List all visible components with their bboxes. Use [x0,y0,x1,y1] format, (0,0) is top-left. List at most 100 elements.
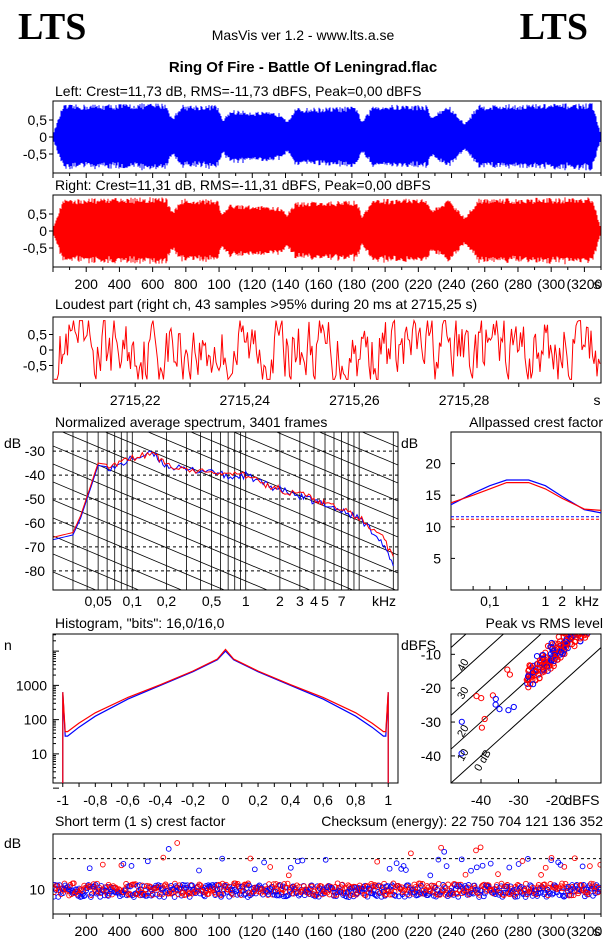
crest-frame [450,431,602,591]
short-crest-point [388,888,394,895]
short-crest-point [535,890,542,897]
short-crest-point [120,860,127,867]
x-tick-label: -20 [546,792,566,808]
short-crest-point [580,882,587,888]
short-crest-point [597,861,601,868]
y-tick-label: 0 [39,223,47,239]
pvr-point [562,634,569,637]
x-tick-label: 1 [242,593,250,609]
pvr-point [549,641,556,648]
short-crest-point [445,881,451,888]
short-crest-point [560,885,566,892]
pvr-point [478,695,485,702]
pvr-point [496,706,503,713]
slope-line [318,432,398,466]
short-crest-point [454,883,460,889]
pvr-point [458,750,465,757]
x-tick-label: 2715,26 [329,392,380,408]
y-tick-label: -80 [25,563,45,579]
x-tick-label: (240 [438,923,466,939]
pvr-point [489,692,496,699]
short-crest-point [561,863,568,870]
y-axis-label: dB [401,435,418,451]
x-tick-label: 0,2 [248,792,268,808]
short-crest-point [322,856,329,863]
y-tick-label: -70 [25,539,45,555]
x-tick-label: (160 [305,276,333,292]
short-crest-point [534,893,541,899]
pvr-point [551,655,559,662]
y-tick-label: -50 [25,491,45,507]
x-unit: s [594,923,601,939]
pvr-point [581,634,589,641]
y-tick-label: -0,5 [23,146,47,162]
short-crest-frame [52,833,602,915]
diag-label: 0 dB [472,748,494,774]
short-crest-point [128,863,135,869]
pvr-point [581,634,588,639]
pvr-point [534,661,541,668]
diag-label: 40 [455,657,472,674]
x-tick-label: 800 [174,923,198,939]
slope-line [53,463,354,590]
short-crest-point [562,880,569,887]
short-crest-point [142,886,149,893]
waveform-right [53,197,601,265]
short-crest-point [374,858,381,865]
pvr-point [551,652,558,659]
short-crest-point [161,882,168,889]
pvr-point [540,657,548,664]
x-tick-label: 0,6 [313,792,333,808]
short-crest-point [144,858,151,865]
short-crest-point [546,884,553,891]
x-tick-label: -1 [57,792,70,808]
short-crest-point [92,882,99,888]
x-tick-label: 1 [384,792,392,808]
short-crest-point [540,885,546,891]
x-tick-label: 1 [542,593,550,609]
short-crest-point [525,856,531,862]
short-crest-point [561,893,567,900]
short-crest-point [149,891,156,898]
y-tick-label: 0,5 [28,112,48,128]
short-crest-point [502,889,509,896]
slope-line [53,626,398,771]
x-tick-label: 4 [310,593,318,609]
x-tick-label: (220 [404,923,432,939]
short-crest-point [87,884,93,890]
y-tick-label: 100 [24,712,48,728]
x-tick-label: (140 [271,923,299,939]
pvr-point [574,634,581,637]
short-crest-point [443,863,450,869]
short-crest-point [369,882,376,889]
short-crest-point [403,867,409,873]
x-tick-label: (120 [238,276,266,292]
version-text: MasVis ver 1.2 - www.lts.a.se [211,27,395,43]
x-tick-label: 800 [174,276,198,292]
slope-line [189,432,398,520]
x-tick-label: (200 [371,276,399,292]
slope-line [53,535,183,590]
x-tick-label: 0,1 [480,593,500,609]
checksum-text: Checksum (energy): 22 750 704 121 136 35… [321,813,603,829]
x-tick-label: 2 [558,593,566,609]
short-crest-point [499,893,506,900]
pvr-point [585,634,591,636]
x-tick-label: 0,2 [157,593,177,609]
pvr-point [576,634,582,636]
short-crest-point [479,862,486,869]
x-tick-label: (260 [471,276,499,292]
crest-diagonal [451,646,601,783]
short-crest-point [595,884,601,891]
waveform-title: Right: Crest=11,31 dB, RMS=-11,31 dBFS, … [55,177,431,193]
pvr-point [539,656,547,663]
short-crest-point [570,892,577,899]
short-crest-point [251,866,258,873]
short-crest-point [458,856,465,863]
histogram-right [62,648,389,783]
x-tick-label: -0,2 [181,792,205,808]
x-unit: kHz [372,593,396,609]
pvr-point [571,638,578,645]
